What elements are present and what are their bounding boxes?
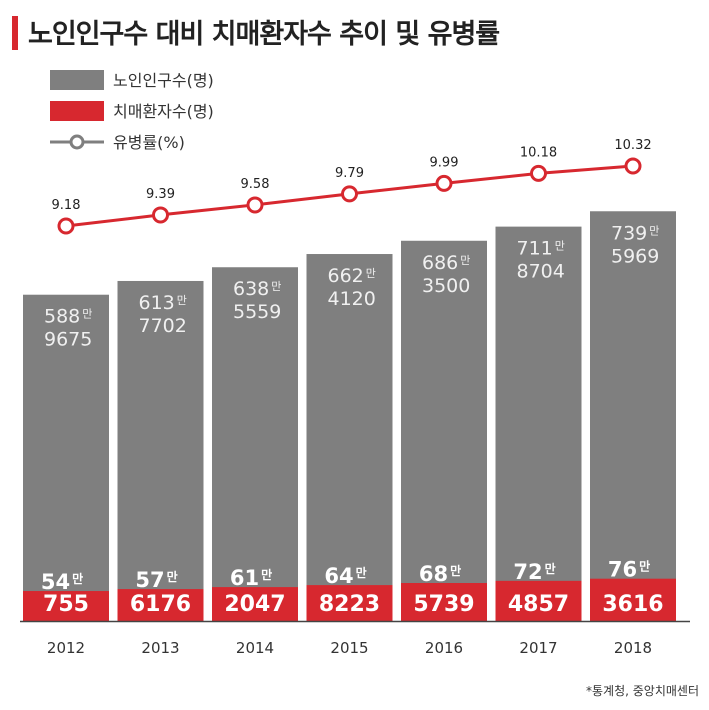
x-tick-label-2016: 2016 <box>425 639 463 657</box>
label-dementia-top-2015: 64 만 <box>324 564 366 588</box>
label-elderly-bottom-2015: 4120 <box>328 288 376 310</box>
prevalence-label-2015: 9.79 <box>335 166 364 181</box>
label-elderly-top-2016: 686 만 <box>422 252 470 274</box>
prevalence-point-2013 <box>152 206 169 224</box>
prevalence-label-2013: 9.39 <box>146 187 175 202</box>
label-elderly-top-2013: 613 만 <box>139 292 187 314</box>
label-elderly-top-2018: 739 만 <box>611 222 659 244</box>
prevalence-label-2018: 10.32 <box>614 138 651 153</box>
x-tick-label-2014: 2014 <box>236 639 274 657</box>
bar-dementia-2017 <box>495 580 582 621</box>
legend-label-0: 노인인구수(명) <box>113 71 214 90</box>
bar-dementia-2015 <box>306 585 393 621</box>
prevalence-point-2018 <box>624 157 642 175</box>
prevalence-point-2014 <box>246 196 264 214</box>
bar-elderly-2012 <box>23 294 109 621</box>
label-dementia-top-2017: 72 만 <box>513 560 555 584</box>
legend: 노인인구수(명) 치매환자수(명) 유병률(%) <box>50 70 214 152</box>
prevalence-point-2012 <box>57 217 75 235</box>
label-dementia-bottom-2017: 4857 <box>508 592 569 617</box>
label-elderly-top-2014: 638 만 <box>233 278 281 300</box>
x-tick-label-2018: 2018 <box>614 639 652 657</box>
label-dementia-top-2014: 61 만 <box>230 566 272 590</box>
label-dementia-top-2018: 76 만 <box>608 558 650 582</box>
legend-swatch-0 <box>50 70 104 90</box>
title-accent-bar <box>12 16 18 50</box>
prevalence-label-2014: 9.58 <box>241 177 270 192</box>
prevalence-label-2016: 9.99 <box>430 155 459 170</box>
label-elderly-bottom-2017: 8704 <box>517 261 565 283</box>
bar-dementia-2013 <box>117 589 204 621</box>
label-dementia-bottom-2014: 2047 <box>224 592 285 617</box>
prevalence-label-2012: 9.18 <box>52 198 81 213</box>
legend-label-1: 치매환자수(명) <box>113 102 214 121</box>
prevalence-line: 9.18 9.39 9.58 9.79 9.99 10.18 10.32 <box>52 138 652 235</box>
source-note: *통계청, 중앙치매센터 <box>586 684 699 698</box>
prevalence-label-2017: 10.18 <box>520 145 557 160</box>
label-elderly-bottom-2013: 7702 <box>139 315 187 337</box>
x-tick-label-2012: 2012 <box>47 639 85 657</box>
x-tick-label-2017: 2017 <box>519 639 557 657</box>
bar-elderly-2014 <box>212 267 298 621</box>
bar-elderly-2013 <box>117 280 204 621</box>
x-tick-label-2013: 2013 <box>141 639 179 657</box>
label-dementia-bottom-2016: 5739 <box>413 592 474 617</box>
bar-elderly-2016 <box>401 240 487 622</box>
label-dementia-top-2016: 68 만 <box>419 562 461 586</box>
bar-dementia-2012 <box>23 591 109 621</box>
label-elderly-top-2017: 711 만 <box>517 238 565 260</box>
label-dementia-bottom-2018: 3616 <box>602 592 663 617</box>
bar-elderly-2018 <box>590 211 676 622</box>
label-elderly-top-2015: 662 만 <box>328 265 376 287</box>
label-elderly-bottom-2018: 5969 <box>611 245 659 267</box>
x-tick-label-2015: 2015 <box>330 639 368 657</box>
bar-elderly-2017 <box>495 226 582 622</box>
label-elderly-bottom-2014: 5559 <box>233 301 281 323</box>
label-dementia-bottom-2013: 6176 <box>130 592 191 617</box>
label-dementia-bottom-2012: 755 <box>43 592 89 617</box>
x-axis: 2012 2013 2014 2015 2016 2017 2018 <box>20 620 690 657</box>
bar-dementia-2014 <box>212 587 298 621</box>
legend-label-2: 유병률(%) <box>113 133 185 152</box>
label-elderly-bottom-2016: 3500 <box>422 275 470 297</box>
label-elderly-bottom-2012: 9675 <box>44 329 92 351</box>
prevalence-point-2015 <box>341 185 358 203</box>
bar-dementia-2018 <box>590 578 676 621</box>
legend-swatch-1 <box>50 101 104 121</box>
legend-marker-2 <box>69 134 85 150</box>
bar-dementia-2016 <box>401 583 487 621</box>
prevalence-point-2016 <box>435 174 453 192</box>
label-dementia-top-2013: 57 만 <box>135 568 177 592</box>
prevalence-point-2017 <box>530 164 547 182</box>
label-dementia-bottom-2015: 8223 <box>319 592 380 617</box>
label-dementia-top-2012: 54 만 <box>41 570 83 594</box>
page-title: 노인인구수 대비 치매환자수 추이 및 유병률 <box>28 19 500 50</box>
label-elderly-top-2012: 588 만 <box>44 306 92 328</box>
bar-elderly-2015 <box>306 254 393 622</box>
